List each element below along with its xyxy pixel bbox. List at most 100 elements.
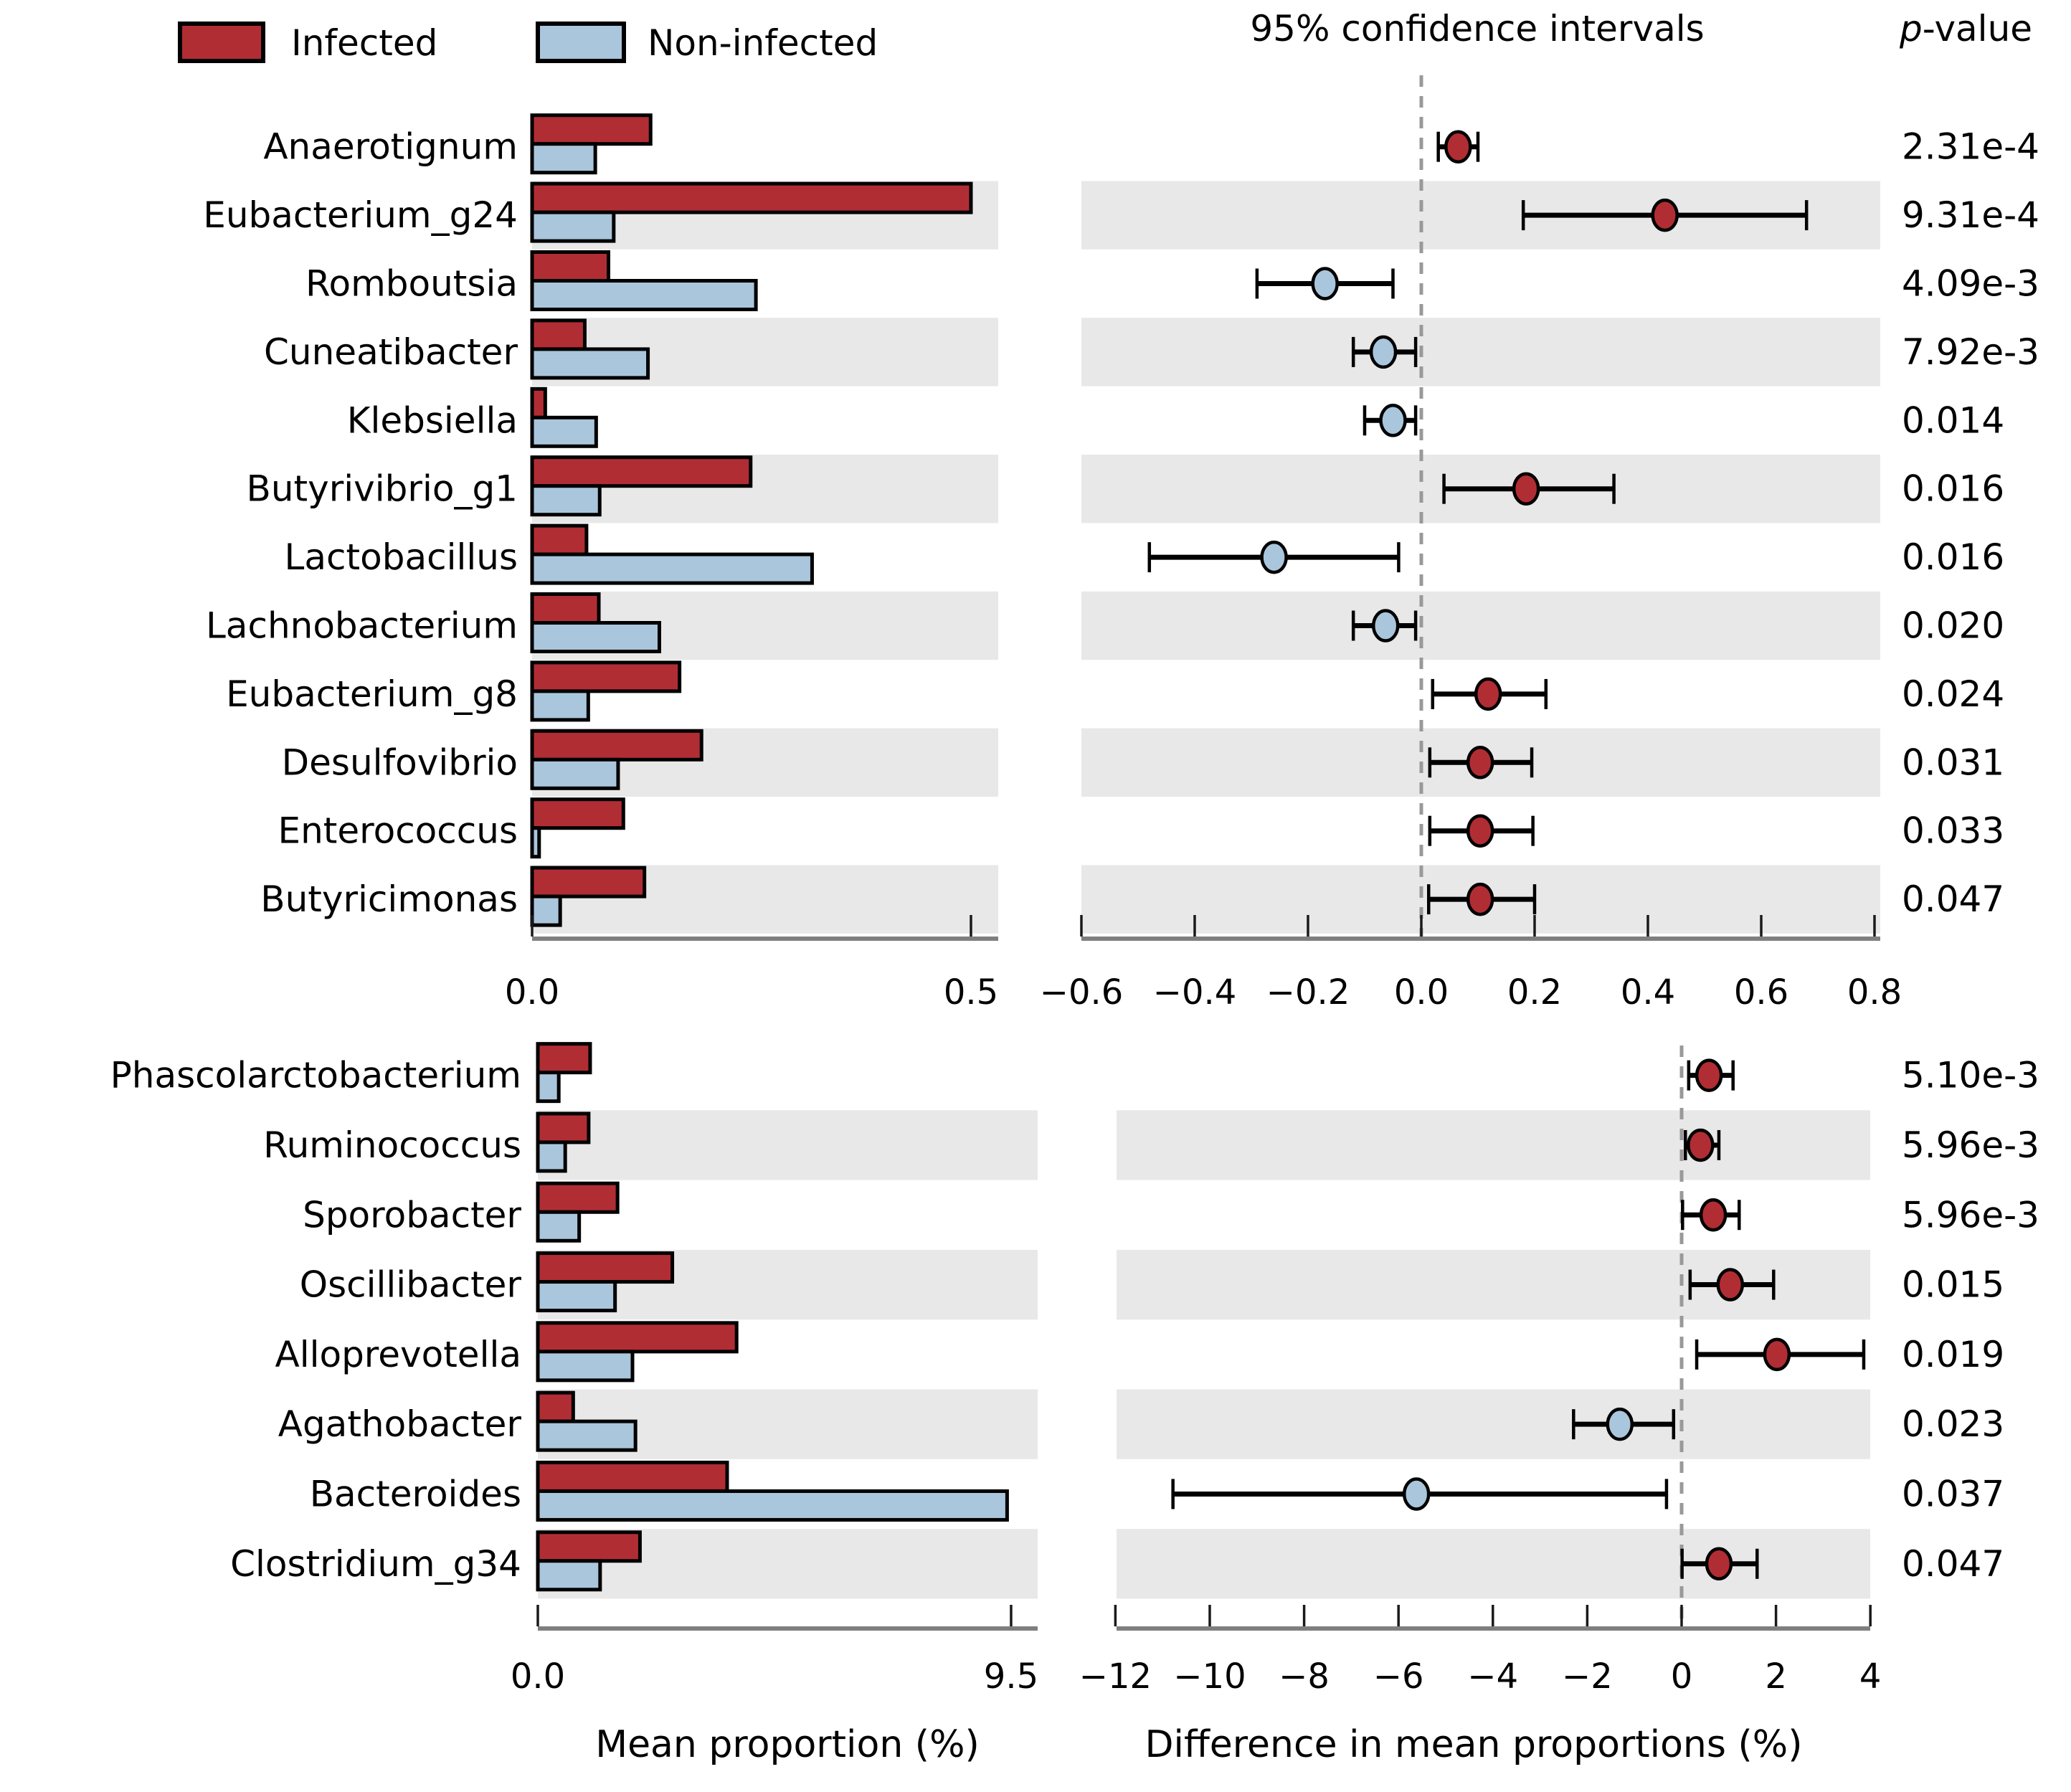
ci-axis-tick-label: −4 (1467, 1656, 1518, 1697)
ci-axis-spine (1081, 937, 1880, 941)
bar-infected (530, 318, 587, 351)
p-value-label: 5.10e-3 (1902, 1055, 2039, 1096)
ci-axis-tick-label: −10 (1173, 1656, 1246, 1697)
ci-dot (1444, 130, 1472, 163)
ci-axis-tick-label: −2 (1562, 1656, 1613, 1697)
bar-axis-tick-label: 0.0 (505, 972, 559, 1013)
p-value-label: 5.96e-3 (1902, 1124, 2039, 1166)
taxon-label: Phascolarctobacterium (110, 1055, 521, 1096)
bar-infected (530, 250, 610, 283)
ci-axis-tick-label: −0.2 (1266, 972, 1350, 1013)
taxon-label: Klebsiella (347, 399, 518, 441)
bar-axis-tick-label: 9.5 (984, 1656, 1038, 1697)
bar-noninfected (530, 347, 650, 380)
taxon-label: Lachnobacterium (206, 605, 518, 647)
taxon-label: Romboutsia (305, 263, 518, 305)
p-value-label: 0.023 (1902, 1403, 2004, 1445)
legend-label-noninfected: Non-infected (648, 22, 878, 64)
row-stripe-ci (1117, 1110, 1870, 1180)
p-value-label: 0.016 (1902, 468, 2004, 510)
ci-dot (1763, 1337, 1791, 1372)
p-value-label: 0.047 (1902, 1543, 2004, 1585)
bar-infected (530, 797, 625, 830)
bar-noninfected (530, 415, 598, 448)
ci-axis-tick-label: 0.0 (1394, 972, 1449, 1013)
p-value-label: 0.016 (1902, 536, 2004, 578)
ci-axis-tick-label: −0.6 (1040, 972, 1124, 1013)
bar-noninfected (530, 142, 597, 175)
bar-infected (530, 387, 547, 419)
p-value-label: 0.047 (1902, 878, 2004, 920)
bar-infected (536, 1042, 592, 1075)
bar-noninfected (536, 1419, 638, 1452)
bar-axis-spine (532, 937, 998, 941)
ci-panel-title: 95% confidence intervals (1250, 8, 1705, 49)
taxon-label: Butyricimonas (260, 878, 518, 920)
ci-dot (1705, 1547, 1733, 1580)
row-stripe-ci (1117, 1389, 1870, 1459)
p-value-label: 5.96e-3 (1902, 1194, 2039, 1236)
p-value-label: 0.024 (1902, 673, 2004, 715)
bar-noninfected (530, 484, 602, 517)
p-value-label: 0.014 (1902, 399, 2004, 441)
ci-axis-tick-label: 0 (1671, 1656, 1693, 1697)
bar-infected (536, 1530, 642, 1563)
p-value-label: 4.09e-3 (1902, 263, 2039, 305)
p-value-label: 0.020 (1902, 605, 2004, 647)
ci-dot (1687, 1128, 1715, 1162)
taxon-label: Alloprevotella (275, 1334, 521, 1375)
legend-swatch-infected-icon (178, 22, 265, 63)
ci-axis-spine (1117, 1626, 1870, 1631)
bar-infected (536, 1390, 575, 1423)
pvalue-header-italic-p: p (1900, 8, 1923, 49)
bar-noninfected (536, 1140, 567, 1173)
bar-noninfected (536, 1210, 582, 1243)
bar-axis-tick-label: 0.0 (511, 1656, 565, 1697)
bar-noninfected (536, 1280, 617, 1313)
ci-dot (1716, 1268, 1745, 1302)
bar-infected (536, 1181, 620, 1214)
p-value-label: 9.31e-4 (1902, 194, 2039, 236)
bar-noninfected (530, 279, 758, 311)
bar-noninfected (530, 757, 620, 790)
bar-infected (530, 455, 753, 488)
bar-noninfected (530, 552, 814, 585)
bar-noninfected (536, 1071, 561, 1104)
bar-infected (530, 181, 973, 214)
bar-axis-tick-label: 0.5 (944, 972, 998, 1013)
taxon-label: Anaerotignum (263, 126, 518, 168)
taxon-label: Ruminococcus (263, 1124, 521, 1166)
ci-axis-tick-label: 0.8 (1847, 972, 1902, 1013)
ci-dot (1466, 814, 1494, 848)
taxon-label: Enterococcus (278, 810, 518, 852)
taxon-label: Oscillibacter (300, 1264, 522, 1306)
taxon-label: Eubacterium_g24 (203, 194, 518, 236)
ci-dot (1474, 677, 1502, 711)
legend-label-infected: Infected (291, 22, 438, 64)
ci-dot (1311, 267, 1339, 300)
bar-noninfected (536, 1489, 1009, 1522)
taxon-label: Agathobacter (278, 1403, 522, 1445)
taxon-label: Eubacterium_g8 (226, 673, 518, 715)
ci-dot (1466, 882, 1494, 916)
ci-axis-tick-label: 0.6 (1734, 972, 1788, 1013)
ci-axis-tick-label: 2 (1765, 1656, 1787, 1697)
taxon-label: Clostridium_g34 (230, 1543, 521, 1585)
ci-dot (1512, 472, 1540, 506)
row-stripe-ci (1081, 318, 1880, 387)
taxon-label: Desulfovibrio (282, 741, 518, 783)
xaxis-caption-difference: Difference in mean proportions (%) (1144, 1723, 1803, 1766)
legend-swatch-noninfected-icon (536, 22, 626, 63)
bar-infected (536, 1321, 739, 1354)
p-value-label: 0.015 (1902, 1264, 2004, 1306)
ci-dot (1369, 335, 1398, 369)
ci-dot (1379, 404, 1407, 437)
ci-dot (1651, 198, 1679, 232)
taxon-label: Sporobacter (303, 1194, 521, 1236)
ci-dot (1695, 1058, 1723, 1092)
bar-infected (530, 729, 703, 762)
ci-dot (1699, 1198, 1728, 1232)
ci-dot (1371, 609, 1400, 643)
